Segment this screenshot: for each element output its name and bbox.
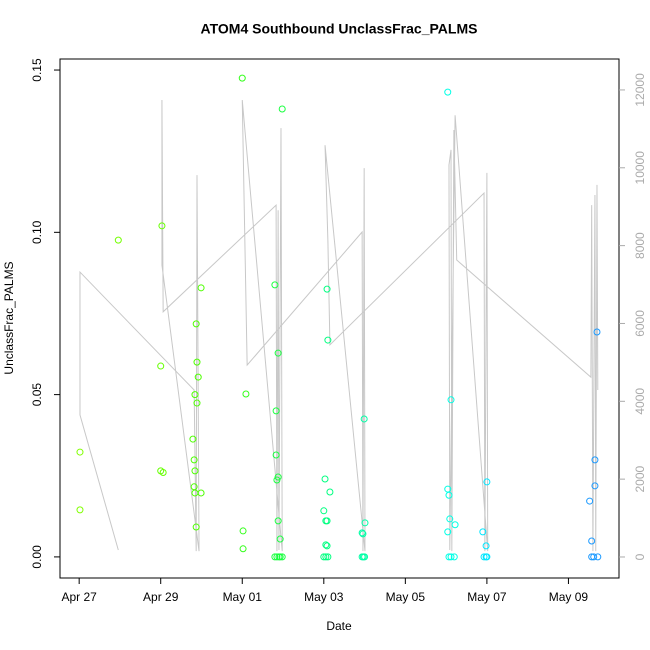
x-tick-label: May 09 [549,590,589,604]
y-tick-label: 0.05 [30,383,44,407]
point [76,506,84,514]
point [446,515,454,523]
y-tick-label: 0.10 [30,220,44,244]
point [192,320,200,328]
point [278,105,286,113]
point [239,527,247,535]
point [447,553,455,561]
point [593,328,601,336]
point [447,396,455,404]
point [322,541,330,549]
y2-tick-label: 6000 [633,310,647,337]
point [274,517,282,525]
point [114,236,122,244]
point [191,391,199,399]
y2-tick-label: 0 [633,553,647,560]
x-tick-label: May 07 [467,590,507,604]
point [274,349,282,357]
point [444,88,452,96]
point [238,74,246,82]
point [322,553,330,561]
point [324,553,332,561]
point [242,390,250,398]
point [193,399,201,407]
y2-tick-label: 10000 [633,151,647,185]
point [278,553,286,561]
point [193,358,201,366]
point [239,545,247,553]
point [190,456,198,464]
point [594,553,602,561]
point [273,553,281,561]
point [194,373,202,381]
point [157,362,165,370]
x-tick-label: May 05 [386,590,426,604]
point [272,451,280,459]
x-axis-label: Date [326,619,352,633]
point [189,435,197,443]
point [483,553,491,561]
point [588,537,596,545]
point [482,542,490,550]
point [323,542,331,550]
point [76,448,84,456]
point [326,488,334,496]
point [320,507,328,515]
point [444,528,452,536]
y2-tick-label: 8000 [633,232,647,259]
point [197,284,205,292]
point [361,519,369,527]
y-tick-label: 0.15 [30,58,44,82]
point [360,415,368,423]
x-tick-label: May 03 [304,590,344,604]
point [324,336,332,344]
y-tick-label: 0.00 [30,545,44,569]
point [271,553,279,561]
point [158,222,166,230]
point [192,523,200,531]
point [586,497,594,505]
altitude-line [79,100,599,552]
point [361,553,369,561]
point [358,529,366,537]
point [320,553,328,561]
point [323,517,331,525]
y2-tick-label: 4000 [633,388,647,415]
point [445,491,453,499]
point [591,482,599,490]
point [271,281,279,289]
y2-tick-label: 12000 [633,73,647,107]
point [273,476,281,484]
y2-tick-label: 2000 [633,465,647,492]
point [590,553,598,561]
x-tick-label: May 01 [223,590,263,604]
chart-title: ATOM4 Southbound UnclassFrac_PALMS [201,21,478,37]
point [197,489,205,497]
point [450,553,458,561]
point [159,469,167,477]
point [323,285,331,293]
point [479,528,487,536]
point [359,530,367,538]
point [451,521,459,529]
x-tick-label: Apr 27 [61,590,97,604]
point [445,553,453,561]
point [272,407,280,415]
x-tick-label: Apr 29 [143,590,179,604]
point [276,535,284,543]
plot-frame [59,58,620,579]
point [321,475,329,483]
point [480,553,488,561]
y-axis-label: UnclassFrac_PALMS [2,261,16,374]
point [591,456,599,464]
point [276,553,284,561]
point [191,467,199,475]
point [483,478,491,486]
